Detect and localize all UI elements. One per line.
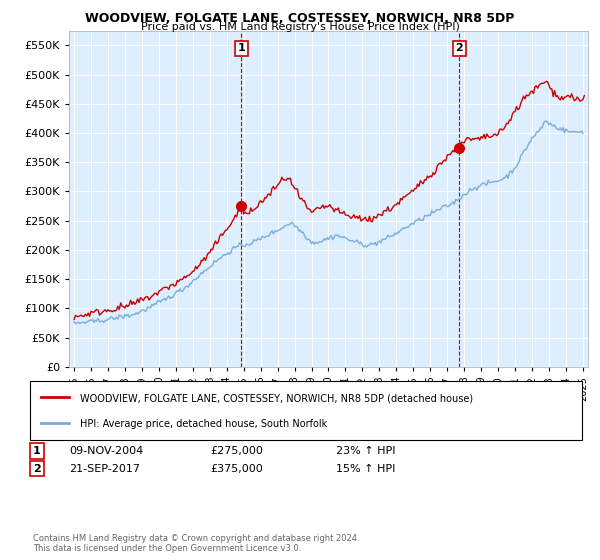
Text: WOODVIEW, FOLGATE LANE, COSTESSEY, NORWICH, NR8 5DP: WOODVIEW, FOLGATE LANE, COSTESSEY, NORWI…	[85, 12, 515, 25]
Text: Price paid vs. HM Land Registry's House Price Index (HPI): Price paid vs. HM Land Registry's House …	[140, 22, 460, 32]
FancyBboxPatch shape	[30, 381, 582, 440]
Text: 23% ↑ HPI: 23% ↑ HPI	[336, 446, 395, 456]
Text: 21-SEP-2017: 21-SEP-2017	[69, 464, 140, 474]
Text: WOODVIEW, FOLGATE LANE, COSTESSEY, NORWICH, NR8 5DP (detached house): WOODVIEW, FOLGATE LANE, COSTESSEY, NORWI…	[80, 394, 473, 403]
Text: 1: 1	[33, 446, 41, 456]
Text: 15% ↑ HPI: 15% ↑ HPI	[336, 464, 395, 474]
Text: 1: 1	[238, 43, 245, 53]
Text: Contains HM Land Registry data © Crown copyright and database right 2024.: Contains HM Land Registry data © Crown c…	[33, 534, 359, 543]
Text: £275,000: £275,000	[210, 446, 263, 456]
Text: HPI: Average price, detached house, South Norfolk: HPI: Average price, detached house, Sout…	[80, 419, 327, 430]
Text: 2: 2	[33, 464, 41, 474]
Text: £375,000: £375,000	[210, 464, 263, 474]
Text: 09-NOV-2004: 09-NOV-2004	[69, 446, 143, 456]
Text: 2: 2	[455, 43, 463, 53]
Text: This data is licensed under the Open Government Licence v3.0.: This data is licensed under the Open Gov…	[33, 544, 301, 553]
